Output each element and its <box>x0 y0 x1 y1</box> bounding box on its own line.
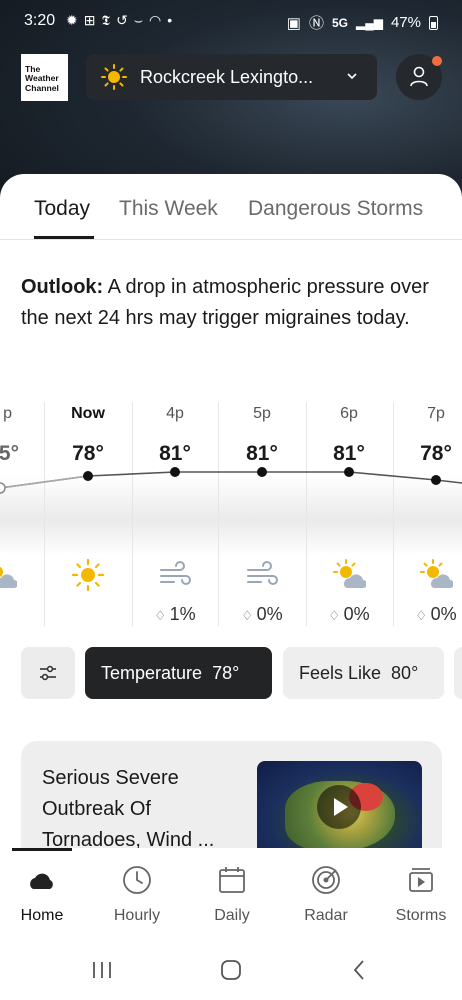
app-g-icon: ↺ <box>116 12 128 28</box>
partly-cloudy-icon <box>333 559 366 588</box>
partly-cloudy-icon <box>0 566 17 588</box>
calendar-icon <box>219 867 245 893</box>
nav-hourly[interactable]: Hourly <box>91 848 183 948</box>
tab-today[interactable]: Today <box>34 197 91 220</box>
temp-point <box>0 482 6 494</box>
raindrop-icon: ♢ <box>328 608 344 623</box>
battery-percent: 47% <box>390 14 421 31</box>
partly-cloudy-icon <box>420 559 453 588</box>
tab-dangerous-storms[interactable]: Dangerous Storms <box>248 197 424 220</box>
home-icon[interactable] <box>219 958 243 982</box>
sun-icon <box>101 64 127 90</box>
raindrop-icon: ♢ <box>154 608 170 623</box>
signal-icon: ▂▄▆ <box>356 15 383 30</box>
alarm-icon: ▣ <box>286 14 301 32</box>
sun-icon <box>71 558 105 592</box>
hourly-column[interactable]: 5p 81° ♢ 0% <box>241 405 283 624</box>
tab-bar: Today This Week Dangerous Storms <box>0 174 462 240</box>
tab-this-week[interactable]: This Week <box>119 197 218 220</box>
video-title: Serious Severe Outbreak Of Tornadoes, Wi… <box>42 767 215 851</box>
back-icon[interactable] <box>348 958 372 982</box>
active-nav-indicator <box>12 848 72 851</box>
cloud-icon <box>30 873 53 889</box>
temperature-chip[interactable]: Temperature 78° <box>85 647 272 699</box>
hourly-column[interactable]: 6p 81° ♢ 0% <box>328 405 370 624</box>
radar-icon <box>312 866 340 894</box>
outlook-text: Outlook: A drop in atmospheric pressure … <box>21 272 446 334</box>
wind-icon <box>160 561 191 585</box>
hourly-column[interactable]: 4p 81° ♢ 1% <box>154 405 196 624</box>
hourly-column-now[interactable]: Now 78° <box>45 396 131 632</box>
location-selector[interactable]: Rockcreek Lexingto... <box>86 54 377 100</box>
clock-icon <box>123 866 151 894</box>
battery-icon <box>429 15 438 30</box>
feels-like-chip[interactable]: Feels Like 80° <box>283 647 444 699</box>
temperature-line <box>0 467 462 494</box>
active-tab-indicator <box>34 236 94 239</box>
temp-point <box>431 475 441 485</box>
notification-badge <box>432 56 442 66</box>
notification-icons: ✹ ⊞ 𝕿 ↺ ⌣ ◠ • <box>66 12 172 29</box>
bottom-navigation: Home Hourly Daily Radar S <box>0 848 462 948</box>
nav-storms[interactable]: Storms <box>375 848 462 948</box>
outlook-label: Outlook: <box>21 276 104 298</box>
hourly-forecast[interactable]: p 5° Now 78° 4p 81° ♢ 1% <box>0 396 462 632</box>
cart-icon: ⊞ <box>83 12 96 28</box>
storms-icon <box>409 868 433 892</box>
network-type: 5G <box>331 15 348 30</box>
temp-point <box>83 471 93 481</box>
nav-home[interactable]: Home <box>0 848 88 948</box>
amazon-icon: ⌣ <box>133 12 144 28</box>
outlook-body: A drop in atmospheric pressure over the … <box>21 276 429 329</box>
raindrop-icon: ♢ <box>241 608 257 623</box>
wifi-icon: ◠ <box>149 12 162 28</box>
system-navigation-bar <box>0 948 462 1000</box>
wind-icon <box>247 561 278 585</box>
temp-point <box>344 467 354 477</box>
temp-point <box>170 467 180 477</box>
chevron-down-icon <box>347 73 357 80</box>
nav-daily[interactable]: Daily <box>186 848 278 948</box>
hourly-column[interactable]: p 5° <box>0 396 43 632</box>
metric-chips: Temperature 78° Feels Like 80° <box>0 647 462 699</box>
dot-icon: • <box>167 12 173 28</box>
status-bar: 3:20 ✹ ⊞ 𝕿 ↺ ⌣ ◠ • ▣ Ⓝ 5G ▂▄▆ 47% <box>0 0 462 44</box>
filter-button[interactable] <box>21 647 75 699</box>
temp-point <box>257 467 267 477</box>
sliders-icon <box>40 665 56 681</box>
raindrop-icon: ♢ <box>415 608 431 623</box>
user-icon <box>410 66 428 87</box>
nyt-icon: 𝕿 <box>101 12 111 28</box>
location-name: Rockcreek Lexingto... <box>140 66 314 87</box>
nav-radar[interactable]: Radar <box>280 848 372 948</box>
status-time: 3:20 <box>24 12 56 29</box>
nfc-icon: Ⓝ <box>308 15 324 32</box>
play-icon[interactable] <box>317 785 361 829</box>
settings-gear-icon: ✹ <box>66 12 78 28</box>
weather-channel-logo[interactable]: The Weather Channel <box>21 54 68 101</box>
hourly-column[interactable]: 7p 78° ♢ 0% <box>415 405 457 624</box>
recents-icon[interactable] <box>90 958 114 982</box>
more-chip[interactable] <box>454 647 462 699</box>
